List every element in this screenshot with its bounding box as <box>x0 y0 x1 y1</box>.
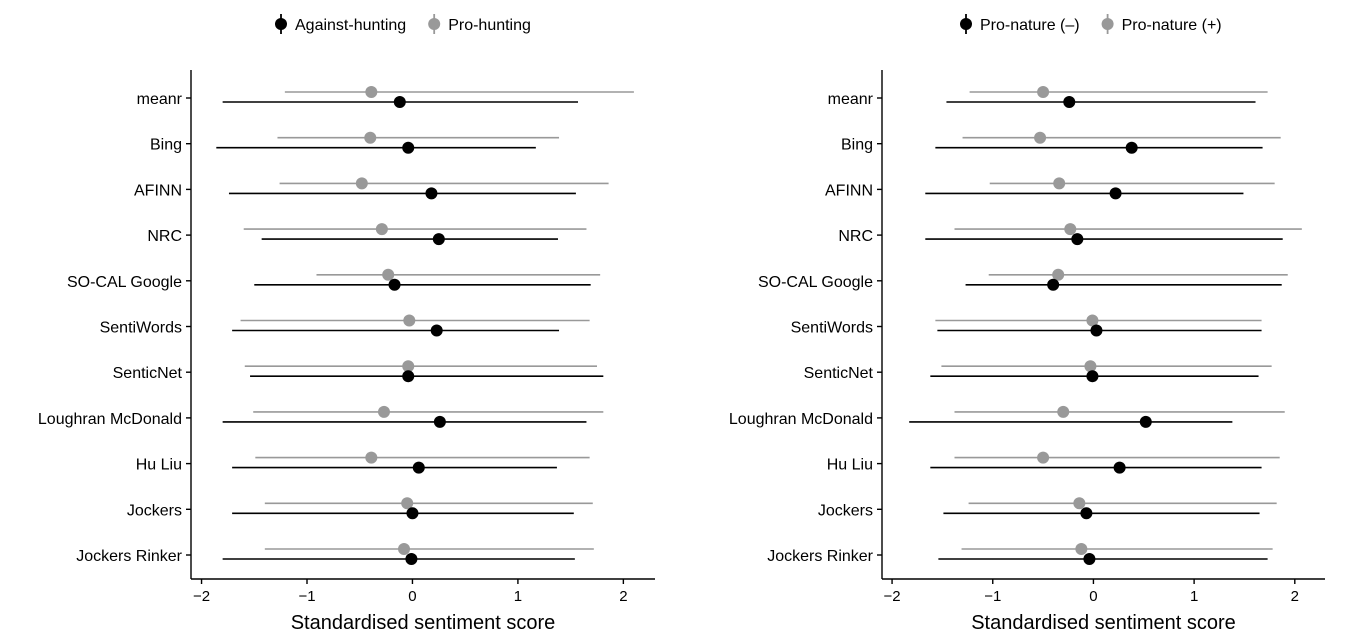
estimate-point <box>1125 141 1138 154</box>
estimate-point <box>375 223 388 236</box>
y-tick-label: SenticNet <box>113 365 183 382</box>
estimate-point <box>402 370 415 383</box>
estimate-point <box>365 451 378 464</box>
x-tick-label: 1 <box>1190 588 1198 605</box>
estimate-point <box>1084 360 1097 373</box>
estimate-point <box>1109 187 1122 200</box>
estimate-point <box>1075 543 1088 555</box>
y-tick-label: AFINN <box>825 182 873 199</box>
legend-label: Pro-nature (–) <box>980 17 1080 34</box>
estimate-point <box>398 543 411 555</box>
y-tick-label: NRC <box>838 228 873 245</box>
y-tick-label: Jockers Rinker <box>76 548 182 565</box>
estimate-point <box>1139 415 1152 428</box>
x-axis-label: Standardised sentiment score <box>291 612 556 634</box>
estimate-point <box>402 360 415 373</box>
estimate-point <box>1073 497 1086 510</box>
estimate-point <box>405 553 418 565</box>
estimate-point <box>1090 324 1103 337</box>
y-tick-label: SenticNet <box>804 365 874 382</box>
x-tick-label: 2 <box>1291 588 1299 605</box>
estimate-point <box>1083 553 1096 565</box>
y-tick-label: Bing <box>841 137 873 154</box>
estimate-point <box>382 268 395 281</box>
x-tick-label: −1 <box>298 588 315 605</box>
estimate-point <box>365 86 378 98</box>
x-tick-label: −2 <box>193 588 210 605</box>
x-tick-label: −2 <box>884 588 901 605</box>
estimate-point <box>406 507 419 520</box>
y-tick-label: Jockers <box>127 502 182 519</box>
right-panel: meanr Bing AFINN NRC SO-CAL Google SentiWords… <box>729 14 1325 634</box>
y-tick-label: Loughran McDonald <box>38 411 182 428</box>
estimate-point <box>430 324 443 337</box>
x-tick-label: 0 <box>1089 588 1097 605</box>
y-tick-label: Hu Liu <box>827 457 873 474</box>
y-tick-label: AFINN <box>134 182 182 199</box>
estimate-point <box>1086 314 1099 327</box>
legend-key-dot <box>960 18 972 30</box>
legend-label: Against-hunting <box>295 17 406 34</box>
estimate-point <box>403 314 416 327</box>
estimate-point <box>377 405 390 418</box>
estimate-point <box>1064 223 1077 236</box>
x-tick-label: −1 <box>984 588 1001 605</box>
estimate-point <box>1037 86 1050 98</box>
estimate-point <box>1053 177 1066 190</box>
x-tick-label: 0 <box>408 588 416 605</box>
x-tick-label: 2 <box>619 588 627 605</box>
legend-label: Pro-nature (+) <box>1122 17 1222 34</box>
estimate-point <box>401 497 414 510</box>
y-tick-label: Jockers Rinker <box>767 548 873 565</box>
estimate-point <box>388 278 401 291</box>
estimate-point <box>1034 131 1047 144</box>
legend-label: Pro-hunting <box>448 17 531 34</box>
estimate-point <box>1086 370 1099 383</box>
y-tick-label: meanr <box>828 91 874 108</box>
y-tick-label: SO-CAL Google <box>67 274 182 291</box>
estimate-point <box>393 96 406 108</box>
estimate-point <box>433 415 446 428</box>
estimate-point <box>355 177 368 190</box>
estimate-point <box>402 141 415 154</box>
left-panel: meanr Bing AFINN NRC SO-CAL Google SentiWords… <box>38 14 655 634</box>
estimate-point <box>1047 278 1060 291</box>
legend-key-dot <box>275 18 287 30</box>
estimate-point <box>1071 233 1084 246</box>
y-tick-label: Jockers <box>818 502 873 519</box>
estimate-point <box>1080 507 1093 520</box>
legend-key-dot <box>428 18 441 30</box>
y-tick-label: Loughran McDonald <box>729 411 873 428</box>
estimate-point <box>1057 405 1070 418</box>
estimate-point <box>364 131 377 144</box>
y-tick-label: meanr <box>137 91 183 108</box>
y-tick-label: SentiWords <box>100 320 182 337</box>
legend-key-dot <box>1101 18 1114 30</box>
y-tick-label: SentiWords <box>791 320 873 337</box>
estimate-point <box>425 187 438 200</box>
estimate-point <box>1063 96 1076 108</box>
y-tick-label: NRC <box>147 228 182 245</box>
estimate-point <box>432 233 445 246</box>
estimate-point <box>412 461 425 474</box>
estimate-point <box>1037 451 1050 464</box>
y-tick-label: Bing <box>150 137 182 154</box>
x-tick-label: 1 <box>514 588 522 605</box>
x-axis-label: Standardised sentiment score <box>971 612 1236 634</box>
estimate-point <box>1052 268 1065 281</box>
estimate-point <box>1113 461 1126 474</box>
y-tick-label: Hu Liu <box>136 457 182 474</box>
y-tick-label: SO-CAL Google <box>758 274 873 291</box>
